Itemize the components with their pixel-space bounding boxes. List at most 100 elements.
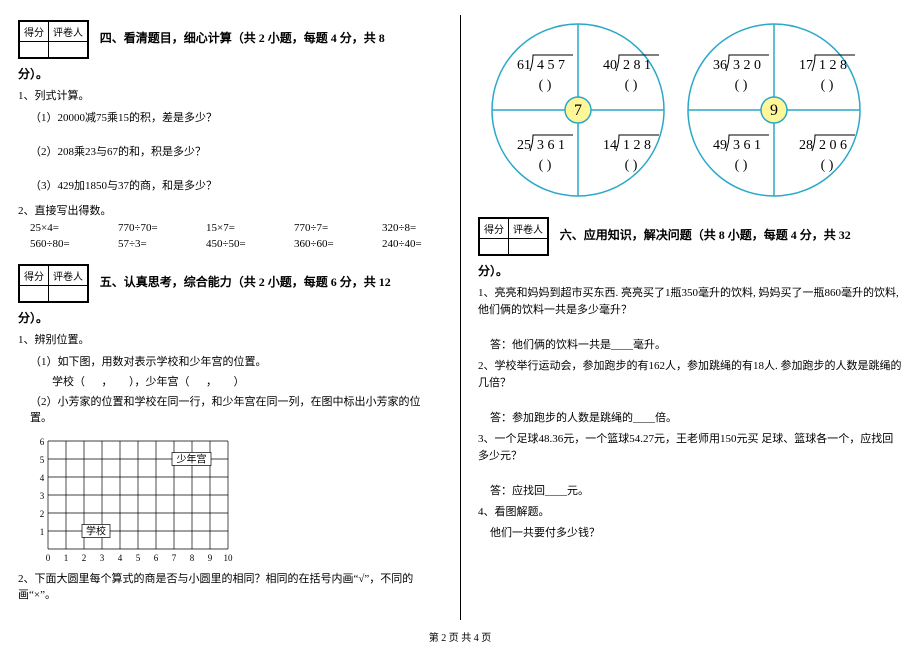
s5-q1-1-line: 学校（ ， ），少年宫（ ， ） [30,373,442,389]
svg-text:学校: 学校 [86,524,106,537]
calc-item: 15×7= [206,222,266,234]
svg-text:7: 7 [172,553,177,563]
grader-cell [509,239,548,255]
grader-cell [49,286,88,302]
svg-text:( ): ( ) [625,78,638,93]
svg-text:9: 9 [208,553,213,563]
calc-item: 360÷60= [294,238,354,250]
score-cell [480,239,509,255]
svg-text:8: 8 [190,553,195,563]
svg-text:( ): ( ) [735,158,748,173]
s6-a3: 答：应找回____元。 [490,482,902,498]
right-column: 7 4 5 7 61 ( ) 2 8 1 40 ( ) 3 6 1 25 ( ) 1 2 8 14 ( … [460,0,920,620]
s4-q1-1: （1）20000减75乘15的积，差是多少？ [30,109,442,125]
score-box: 得分 评卷人 [18,264,89,303]
svg-text:3 6 1: 3 6 1 [537,138,565,153]
s5-q1-2: （2）小芳家的位置和学校在同一行，和少年宫在同一列，在图中标出小芳家的位置。 [30,393,442,425]
calc-row-2: 560÷80= 57÷3= 450÷50= 360÷60= 240÷40= [30,238,442,250]
score-cell [20,42,49,58]
section5-header: 得分 评卷人 五、认真思考，综合能力（共 2 小题，每题 6 分，共 12 [18,264,442,303]
grader-label: 评卷人 [509,219,548,239]
section5-title-cont: 分）。 [18,311,48,325]
s4-q1-3: （3）429加1850与37的商，和是多少？ [30,177,442,193]
score-label: 得分 [20,266,49,286]
s6-q1: 1、亮亮和妈妈到超市买东西. 亮亮买了1瓶350毫升的饮料, 妈妈买了一瓶860… [478,285,902,318]
s6-q2: 2、学校举行运动会，参加跑步的有162人，参加跳绳的有18人. 参加跑步的人数是… [478,358,902,391]
svg-text:14: 14 [603,138,617,153]
svg-text:( ): ( ) [539,158,552,173]
s6-a1: 答：他们俩的饮料一共是____毫升。 [490,336,902,352]
calc-item: 770÷70= [118,222,178,234]
s4-q1-2: （2）208乘23与67的和，积是多少？ [30,143,442,159]
svg-text:6: 6 [40,437,45,447]
grader-label: 评卷人 [49,22,88,42]
svg-text:( ): ( ) [735,78,748,93]
svg-text:6: 6 [154,553,159,563]
svg-text:9: 9 [770,102,778,119]
calc-item: 240÷40= [382,238,442,250]
grid-chart: 012345678910123456学校少年宫 [34,435,442,565]
circle-left: 7 4 5 7 61 ( ) 2 8 1 40 ( ) 3 6 1 25 ( ) 1 2 8 14 ( … [488,20,668,203]
svg-text:( ): ( ) [539,78,552,93]
score-label: 得分 [20,22,49,42]
circles-diagram: 7 4 5 7 61 ( ) 2 8 1 40 ( ) 3 6 1 25 ( ) 1 2 8 14 ( … [488,20,902,203]
svg-text:1 2 8: 1 2 8 [819,58,847,73]
svg-text:40: 40 [603,58,617,73]
svg-text:2 8 1: 2 8 1 [623,58,651,73]
calc-item: 560÷80= [30,238,90,250]
section4-title-cont: 分）。 [18,67,48,81]
s6-q4: 4、看图解题。 [478,504,902,521]
s4-q1: 1、列式计算。 [18,88,442,105]
svg-text:1: 1 [40,527,45,537]
svg-text:( ): ( ) [821,78,834,93]
score-box: 得分 评卷人 [478,217,549,256]
s4-q2: 2、直接写出得数。 [18,203,442,220]
svg-text:( ): ( ) [821,158,834,173]
svg-text:3 6 1: 3 6 1 [733,138,761,153]
svg-text:10: 10 [224,553,234,563]
svg-text:36: 36 [713,58,727,73]
s5-q2: 2、下面大圆里每个算式的商是否与小圆里的相同？相同的在括号内画“√”，不同的画“… [18,571,442,604]
svg-text:2 0 6: 2 0 6 [819,138,847,153]
s6-q3: 3、一个足球48.36元，一个篮球54.27元，王老师用150元买 足球、篮球各… [478,431,902,464]
score-cell [20,286,49,302]
svg-text:1: 1 [64,553,69,563]
calc-item: 450÷50= [206,238,266,250]
s5-q1: 1、辨别位置。 [18,332,442,349]
section6-header: 得分 评卷人 六、应用知识，解决问题（共 8 小题，每题 4 分，共 32 [478,217,902,256]
calc-row-1: 25×4= 770÷70= 15×7= 770÷7= 320÷8= [30,222,442,234]
svg-text:49: 49 [713,138,727,153]
svg-text:7: 7 [574,102,582,119]
calc-item: 320÷8= [382,222,442,234]
svg-text:61: 61 [517,58,531,73]
svg-text:1 2 8: 1 2 8 [623,138,651,153]
page-footer: 第 2 页 共 4 页 [0,629,920,644]
svg-text:3: 3 [40,491,45,501]
svg-text:( ): ( ) [625,158,638,173]
svg-text:28: 28 [799,138,813,153]
svg-text:25: 25 [517,138,531,153]
s6-q4-line: 他们一共要付多少钱？ [490,524,902,540]
svg-text:4 5 7: 4 5 7 [537,58,565,73]
svg-text:5: 5 [40,455,45,465]
svg-text:4: 4 [40,473,45,483]
svg-text:0: 0 [46,553,51,563]
grader-cell [49,42,88,58]
svg-text:17: 17 [799,58,813,73]
section6-title: 六、应用知识，解决问题（共 8 小题，每题 4 分，共 32 [560,228,851,242]
svg-text:少年宫: 少年宫 [177,452,207,465]
calc-item: 770÷7= [294,222,354,234]
s6-a2: 答：参加跑步的人数是跳绳的____倍。 [490,409,902,425]
circle-right: 9 3 2 0 36 ( ) 1 2 8 17 ( ) 3 6 1 49 ( ) 2 0 6 28 ( … [684,20,864,203]
svg-text:4: 4 [118,553,123,563]
section5-title: 五、认真思考，综合能力（共 2 小题，每题 6 分，共 12 [100,275,391,289]
score-box: 得分 评卷人 [18,20,89,59]
grader-label: 评卷人 [49,266,88,286]
section4-title: 四、看清题目，细心计算（共 2 小题，每题 4 分，共 8 [100,31,385,45]
score-label: 得分 [480,219,509,239]
svg-text:3 2 0: 3 2 0 [733,58,761,73]
calc-item: 57÷3= [118,238,178,250]
section6-title-cont: 分）。 [478,264,508,278]
svg-text:2: 2 [82,553,87,563]
left-column: 得分 评卷人 四、看清题目，细心计算（共 2 小题，每题 4 分，共 8 分）。… [0,0,460,620]
